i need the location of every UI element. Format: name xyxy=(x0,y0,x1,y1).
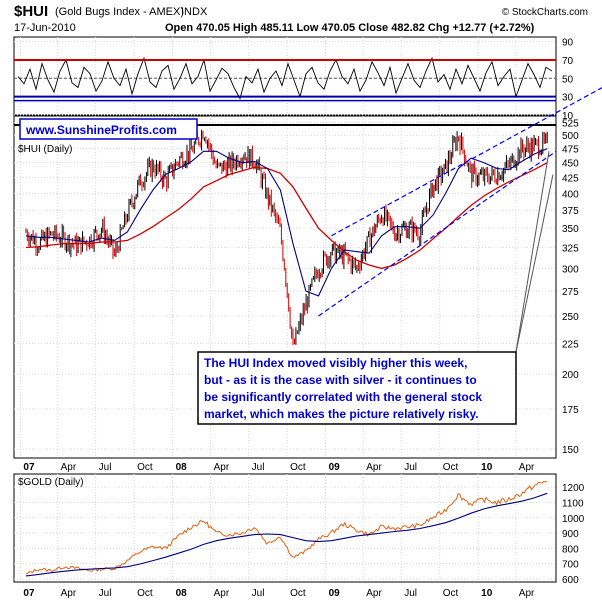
x-tick-label: Oct xyxy=(290,462,306,473)
x-tick-label: Jul xyxy=(404,588,417,599)
lower-trend-line xyxy=(318,150,557,317)
gold-line xyxy=(25,480,548,575)
annotation-pointer xyxy=(515,174,554,353)
price-panel-title: $HUI (Daily) xyxy=(18,144,72,155)
x-tick-label: 08 xyxy=(176,588,188,599)
y-tick-label: 600 xyxy=(562,575,579,586)
x-tick-label: 07 xyxy=(23,462,35,473)
y-tick-label: 500 xyxy=(562,131,579,142)
annotation-box xyxy=(197,351,517,425)
y-tick-label: 400 xyxy=(562,189,579,200)
chart-credit: © StockCharts.com xyxy=(502,7,588,18)
y-tick-label: 525 xyxy=(562,118,579,129)
x-tick-label: Apr xyxy=(366,462,382,473)
y-tick-label: 175 xyxy=(562,405,579,416)
x-tick-label: Apr xyxy=(214,588,230,599)
x-tick-label: Oct xyxy=(443,588,459,599)
website-link[interactable]: www.SunshineProfits.com xyxy=(25,123,177,137)
x-tick-label: Apr xyxy=(61,588,77,599)
y-tick-label: 10 xyxy=(562,111,574,122)
indicator-line xyxy=(17,56,553,100)
y-tick-label: 30 xyxy=(562,93,574,104)
chart-symbol: $HUI xyxy=(14,3,48,20)
y-tick-label: 350 xyxy=(562,224,579,235)
annotation-line-3: be significantly correlated with the gen… xyxy=(204,390,482,404)
x-tick-label: Oct xyxy=(137,462,153,473)
y-tick-label: 800 xyxy=(562,544,579,555)
chart-date: 17-Jun-2010 xyxy=(14,22,76,34)
x-tick-label: 08 xyxy=(176,462,188,473)
y-tick-label: 425 xyxy=(562,174,579,185)
x-tick-label: Jul xyxy=(252,588,265,599)
y-tick-label: 275 xyxy=(562,287,579,298)
x-tick-label: Jul xyxy=(404,462,417,473)
y-tick-label: 375 xyxy=(562,206,579,217)
y-tick-label: 900 xyxy=(562,529,579,540)
y-tick-label: 300 xyxy=(562,264,579,275)
y-tick-label: 90 xyxy=(562,38,574,49)
x-tick-label: Jul xyxy=(99,588,112,599)
x-tick-label: Oct xyxy=(443,462,459,473)
annotation-line-2: but - as it is the case with silver - it… xyxy=(204,373,477,387)
x-tick-label: Apr xyxy=(519,588,535,599)
x-tick-label: Oct xyxy=(290,588,306,599)
x-tick-label: 09 xyxy=(329,462,341,473)
x-tick-label: 09 xyxy=(329,588,341,599)
x-tick-label: Apr xyxy=(519,462,535,473)
y-tick-label: 200 xyxy=(562,370,579,381)
x-tick-label: Jul xyxy=(99,462,112,473)
y-tick-label: 450 xyxy=(562,159,579,170)
y-tick-label: 225 xyxy=(562,339,579,350)
upper-trend-line xyxy=(331,87,602,237)
y-tick-label: 1000 xyxy=(562,514,585,525)
x-tick-label: 10 xyxy=(481,588,493,599)
x-tick-label: Apr xyxy=(214,462,230,473)
y-tick-label: 70 xyxy=(562,56,574,67)
website-box xyxy=(19,118,198,140)
x-tick-label: 10 xyxy=(481,462,493,473)
y-tick-label: 325 xyxy=(562,244,579,255)
chart-description: (Gold Bugs Index - AMEX) xyxy=(55,6,184,18)
x-tick-label: Apr xyxy=(61,462,77,473)
y-tick-label: 250 xyxy=(562,312,579,323)
annotation-line-4: market, which makes the picture relative… xyxy=(204,407,479,421)
y-tick-label: 50 xyxy=(562,74,574,85)
annotation-pointer xyxy=(515,151,550,353)
ma200-line xyxy=(25,162,548,270)
y-tick-label: 150 xyxy=(562,445,579,456)
gold-ma-line xyxy=(25,492,548,577)
x-tick-label: Apr xyxy=(366,588,382,599)
x-tick-label: Oct xyxy=(137,588,153,599)
gold-panel-title: $GOLD (Daily) xyxy=(18,477,84,488)
annotation-line-1: The HUI Index moved visibly higher this … xyxy=(204,356,467,370)
axes-layer: 10 30 50 70 90 150 175 200 225 250 275 300 325 350 375… xyxy=(23,38,584,599)
x-tick-label: Jul xyxy=(252,462,265,473)
ma50-line xyxy=(25,148,548,297)
chart-exchange: INDX xyxy=(181,6,208,18)
y-tick-label: 1100 xyxy=(562,498,584,509)
y-tick-label: 1200 xyxy=(562,483,585,494)
chart-ohlc: Open 470.05 High 485.11 Low 470.05 Close… xyxy=(165,22,535,34)
y-tick-label: 475 xyxy=(562,145,579,156)
y-tick-label: 700 xyxy=(562,560,579,571)
x-tick-label: 07 xyxy=(23,588,35,599)
